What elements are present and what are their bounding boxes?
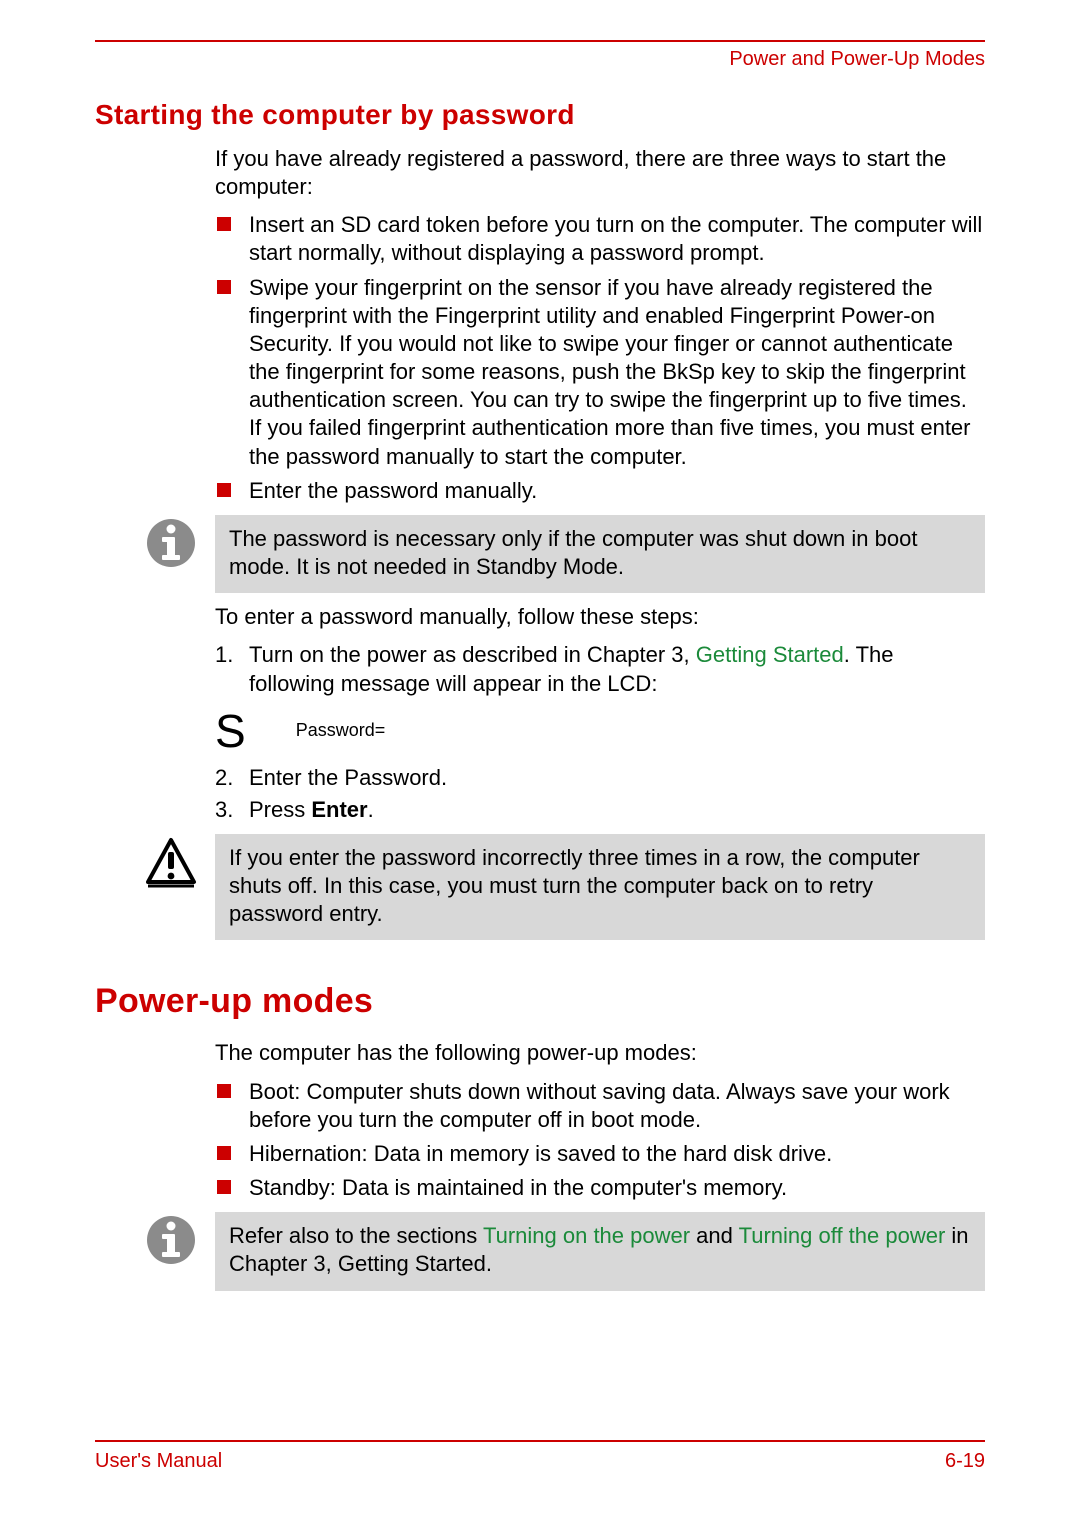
step-text: Press Enter. — [249, 797, 374, 822]
section1-manual-steps: To enter a password manually, follow the… — [215, 603, 985, 824]
heading-power-up-modes: Power-up modes — [95, 982, 985, 1021]
step-number: 1. — [215, 641, 233, 669]
step-number: 3. — [215, 796, 233, 824]
list-item: Insert an SD card token before you turn … — [215, 211, 985, 267]
text-fragment: Press — [249, 797, 311, 822]
warning-note-text: If you enter the password incorrectly th… — [215, 834, 985, 940]
list-item: Swipe your fingerprint on the sensor if … — [215, 274, 985, 471]
text-fragment: Turn on the power as described in Chapte… — [249, 642, 696, 667]
list-item: Boot: Computer shuts down without saving… — [215, 1078, 985, 1134]
manual-intro: To enter a password manually, follow the… — [215, 603, 985, 631]
step-text: Enter the Password. — [249, 765, 447, 790]
numbered-steps: 1. Turn on the power as described in Cha… — [215, 641, 985, 697]
info-icon — [145, 515, 197, 574]
link-turning-off-power[interactable]: Turning off the power — [739, 1223, 946, 1248]
info-note-2-text: Refer also to the sections Turning on th… — [215, 1212, 985, 1290]
big-s-glyph: S — [215, 708, 246, 754]
footer-left: User's Manual — [95, 1450, 222, 1473]
step-2: 2. Enter the Password. — [215, 764, 985, 792]
list-item: Enter the password manually. — [215, 477, 985, 505]
lcd-password-prompt: Password= — [296, 719, 386, 742]
numbered-steps-cont: 2. Enter the Password. 3. Press Enter. — [215, 764, 985, 824]
footer-page-number: 6-19 — [945, 1450, 985, 1473]
info-callout-2: Refer also to the sections Turning on th… — [145, 1212, 985, 1290]
info-icon — [145, 1212, 197, 1271]
link-getting-started[interactable]: Getting Started — [696, 642, 844, 667]
header-section-title: Power and Power-Up Modes — [95, 42, 985, 99]
info-note-text: The password is necessary only if the co… — [215, 515, 985, 593]
section2-bullet-list: Boot: Computer shuts down without saving… — [215, 1078, 985, 1203]
text-fragment: . — [368, 797, 374, 822]
lcd-prompt-row: S Password= — [215, 708, 985, 754]
key-enter: Enter — [311, 797, 367, 822]
warning-icon — [145, 834, 197, 893]
section1-intro: If you have already registered a passwor… — [215, 145, 985, 201]
manual-page: Power and Power-Up Modes Starting the co… — [0, 0, 1080, 1529]
info-callout: The password is necessary only if the co… — [145, 515, 985, 593]
list-item: Standby: Data is maintained in the compu… — [215, 1174, 985, 1202]
section2-intro: The computer has the following power-up … — [215, 1039, 985, 1067]
step-1: 1. Turn on the power as described in Cha… — [215, 641, 985, 697]
page-footer: User's Manual 6-19 — [95, 1440, 985, 1473]
section1-bullet-list: Insert an SD card token before you turn … — [215, 211, 985, 505]
warning-callout: If you enter the password incorrectly th… — [145, 834, 985, 940]
list-item: Hibernation: Data in memory is saved to … — [215, 1140, 985, 1168]
text-fragment: and — [690, 1223, 739, 1248]
section2-body: The computer has the following power-up … — [215, 1039, 985, 1202]
heading-starting-by-password: Starting the computer by password — [95, 99, 985, 131]
step-text: Turn on the power as described in Chapte… — [249, 642, 894, 695]
link-turning-on-power[interactable]: Turning on the power — [483, 1223, 690, 1248]
text-fragment: Refer also to the sections — [229, 1223, 483, 1248]
section1-body: If you have already registered a passwor… — [215, 145, 985, 505]
step-number: 2. — [215, 764, 233, 792]
step-3: 3. Press Enter. — [215, 796, 985, 824]
